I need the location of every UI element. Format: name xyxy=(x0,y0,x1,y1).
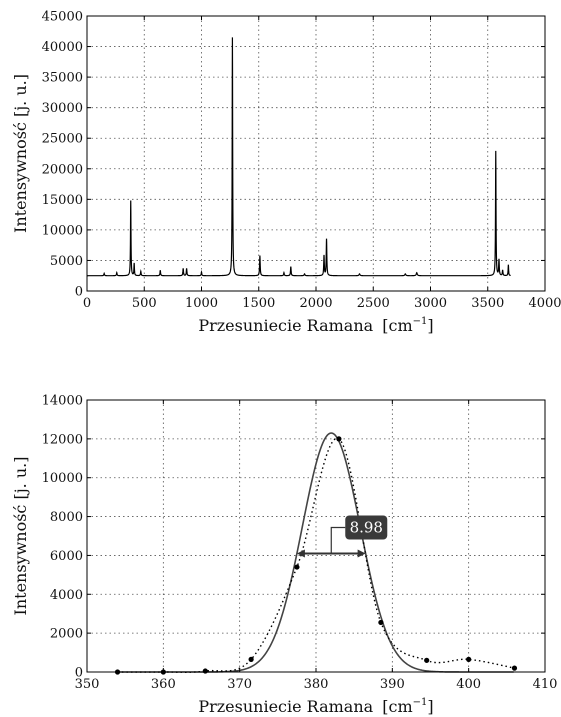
bot-y-tick-label: 8000 xyxy=(50,510,83,525)
bot-x-tick-label: 350 xyxy=(75,677,100,692)
fwhm-label: 8.98 xyxy=(350,518,383,536)
bot-x-tick-label: 380 xyxy=(304,677,329,692)
data-point xyxy=(378,619,384,626)
spectrum-line xyxy=(87,37,511,277)
top-x-tick-label: 0 xyxy=(83,296,91,311)
data-point xyxy=(202,668,208,674)
top-x-tick-label: 2000 xyxy=(299,296,332,311)
fwhm-annotation: 8.98 xyxy=(296,515,388,558)
top-x-axis-label: Przesuniecie Ramana [cm−1] xyxy=(198,316,433,335)
top-y-tick-label: 0 xyxy=(75,285,83,300)
bot-x-tick-label: 370 xyxy=(227,677,252,692)
top-y-tick-label: 20000 xyxy=(42,162,83,177)
bot-y-tick-label: 12000 xyxy=(42,432,83,447)
data-point xyxy=(248,656,254,662)
data-points xyxy=(114,436,518,675)
bottom-grid xyxy=(86,399,546,673)
top-x-tick-label: 1000 xyxy=(185,296,218,311)
bot-y-tick-label: 2000 xyxy=(50,627,83,642)
top-x-tick-label: 2500 xyxy=(357,296,390,311)
top-grid xyxy=(86,15,546,292)
data-point xyxy=(466,656,472,662)
peak-fit-chart: 8.98 350 360 370 380 390 400 410 0 2000 4000 6000 8… xyxy=(11,394,557,717)
bottom-axis-ticks: 350 360 370 380 390 400 410 0 2000 4000 6000 8000 10… xyxy=(42,394,558,693)
top-y-tick-label: 35000 xyxy=(42,71,83,86)
top-y-tick-label: 25000 xyxy=(42,132,83,147)
bot-x-tick-label: 410 xyxy=(533,677,558,692)
data-dotted-line xyxy=(117,437,515,673)
bot-y-tick-label: 4000 xyxy=(50,588,83,603)
bot-y-tick-label: 10000 xyxy=(42,471,83,486)
top-x-tick-label: 1500 xyxy=(242,296,275,311)
fwhm-arrowhead-right xyxy=(357,549,366,558)
fwhm-arrowhead-left xyxy=(296,549,305,558)
data-point xyxy=(336,436,342,442)
bot-x-tick-label: 390 xyxy=(380,677,405,692)
data-point xyxy=(511,665,518,671)
fwhm-callout-leader xyxy=(330,526,346,554)
top-y-tick-label: 45000 xyxy=(42,10,83,25)
top-axis-ticks: 0 500 1000 1500 2000 2500 3000 3500 400005000100… xyxy=(42,10,561,312)
top-x-tick-label: 500 xyxy=(132,296,157,311)
bottom-x-axis-label: Przesuniecie Ramana [cm−1] xyxy=(198,697,433,716)
top-y-tick-label: 15000 xyxy=(42,193,83,208)
bot-y-tick-label: 6000 xyxy=(50,549,83,564)
top-y-axis-label: Intensywność [j. u.] xyxy=(11,74,30,233)
data-point xyxy=(424,657,430,663)
top-x-tick-label: 3000 xyxy=(414,296,447,311)
bottom-y-axis-label: Intensywność [j. u.] xyxy=(11,457,30,616)
bot-y-tick-label: 14000 xyxy=(42,394,83,409)
top-y-tick-label: 30000 xyxy=(42,101,83,116)
bot-y-tick-label: 0 xyxy=(75,666,83,681)
top-y-tick-label: 5000 xyxy=(50,254,83,269)
data-point xyxy=(294,564,300,570)
fwhm-label-box xyxy=(345,515,388,540)
top-axes-frame xyxy=(86,15,546,292)
top-y-tick-label: 40000 xyxy=(42,40,83,55)
bot-x-tick-label: 400 xyxy=(456,677,481,692)
top-x-tick-label: 3500 xyxy=(471,296,504,311)
bot-x-tick-label: 360 xyxy=(151,677,176,692)
bottom-axes-frame xyxy=(86,399,546,673)
top-x-tick-label: 4000 xyxy=(528,296,561,311)
full-spectrum-chart: 0 500 1000 1500 2000 2500 3000 3500 400005000100… xyxy=(11,10,561,336)
top-y-tick-label: 10000 xyxy=(42,223,83,238)
